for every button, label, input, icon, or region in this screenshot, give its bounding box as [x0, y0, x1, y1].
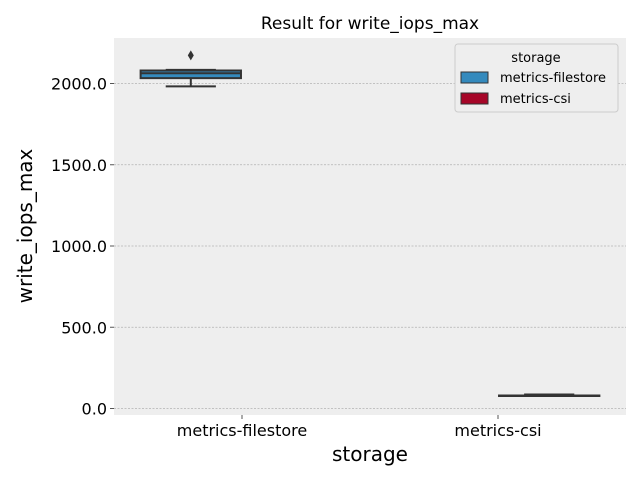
y-tick-label: 500.0	[61, 318, 107, 337]
box-plots	[139, 50, 601, 397]
y-axis: 0.0 500.0 1000.0 1500.0 2000.0	[51, 75, 114, 419]
outlier-filestore	[187, 50, 194, 61]
legend-title: storage	[511, 51, 560, 66]
x-axis-label: storage	[332, 442, 408, 466]
box-filestore	[139, 69, 242, 80]
y-tick-label: 0.0	[82, 400, 107, 419]
grid-lines	[114, 83, 626, 409]
y-tick-label: 1000.0	[51, 237, 107, 256]
chart-title: Result for write_iops_max	[261, 14, 479, 34]
x-tick-label: metrics-csi	[454, 421, 541, 440]
y-axis-label: write_iops_max	[13, 148, 37, 303]
x-axis: metrics-filestore metrics-csi	[177, 415, 542, 440]
x-tick-label: metrics-filestore	[177, 421, 307, 440]
legend-swatch-csi	[460, 92, 489, 105]
legend-frame	[454, 43, 619, 113]
legend-label-csi: metrics-csi	[500, 92, 571, 107]
legend-swatch-filestore	[460, 71, 489, 84]
legend: storage metrics-filestore metrics-csi	[454, 43, 619, 113]
y-tick-label: 2000.0	[51, 75, 107, 94]
legend-label-filestore: metrics-filestore	[500, 71, 606, 86]
y-tick-label: 1500.0	[51, 156, 107, 175]
